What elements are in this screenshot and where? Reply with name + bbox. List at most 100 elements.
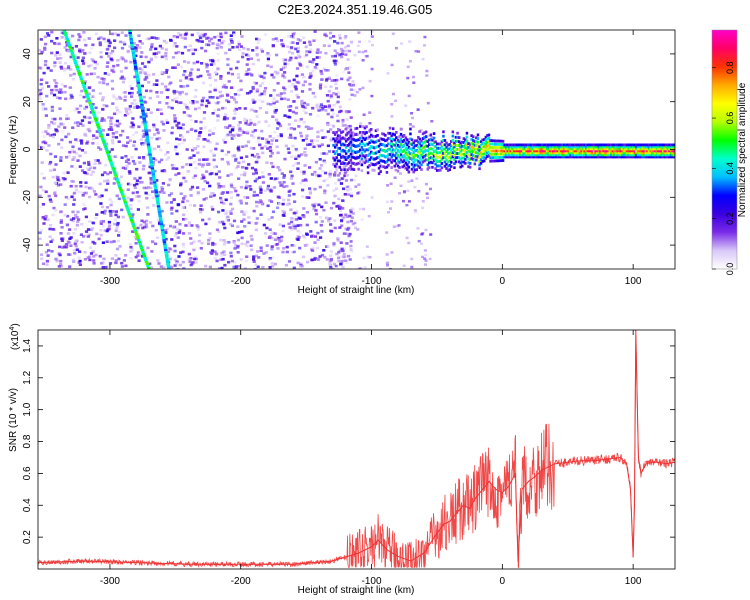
spectrogram-cell bbox=[625, 155, 629, 159]
spectrogram-cell bbox=[326, 130, 330, 133]
spectrogram-cell bbox=[349, 84, 353, 88]
spectrogram-cell bbox=[306, 103, 310, 106]
spectrogram-cell bbox=[333, 139, 337, 143]
spectrogram-cell bbox=[352, 156, 356, 159]
spectrogram-cell bbox=[323, 171, 328, 175]
spectrogram-cell bbox=[118, 187, 123, 190]
spectrogram-cell bbox=[541, 147, 544, 151]
spectrogram-cell bbox=[237, 199, 241, 203]
spectrogram-cell bbox=[245, 53, 249, 57]
spectrogram-cell bbox=[89, 186, 93, 190]
spectrogram-cell bbox=[307, 196, 311, 199]
spectrogram-cell bbox=[462, 152, 466, 156]
spectrogram-cell bbox=[385, 149, 389, 153]
spectrogram-cell bbox=[533, 145, 536, 149]
spectrogram-cell bbox=[60, 31, 64, 35]
spectrogram-cell bbox=[255, 46, 259, 49]
spectrogram-cell bbox=[157, 145, 161, 148]
spectrogram-cell bbox=[544, 151, 547, 155]
spectrogram-cell bbox=[194, 261, 198, 264]
spectrogram-cell bbox=[106, 182, 110, 185]
spectrogram-cell bbox=[50, 30, 54, 34]
spectrogram-cell bbox=[370, 196, 374, 199]
spectrogram-cell bbox=[544, 143, 547, 147]
spectrogram-cell bbox=[283, 97, 287, 101]
spectrogram-cell bbox=[616, 145, 619, 149]
spectrogram-cell bbox=[280, 172, 284, 175]
spectrogram-cell bbox=[544, 145, 547, 149]
spectrogram-cell bbox=[81, 124, 85, 127]
spectrogram-cell bbox=[335, 187, 339, 190]
colorbar-label: Normalized spectral amplitude bbox=[737, 82, 748, 217]
spectrogram-cell bbox=[113, 155, 117, 158]
spectrogram-cell bbox=[340, 162, 343, 165]
spectrogram-cell bbox=[367, 214, 371, 218]
spectrogram-cell bbox=[38, 144, 42, 147]
spectrogram-cell bbox=[41, 203, 45, 206]
spectrogram-cell bbox=[421, 57, 425, 61]
x-tick-label: -200 bbox=[231, 276, 251, 287]
spectrogram-cell bbox=[297, 53, 301, 56]
spectrogram-cell bbox=[528, 149, 531, 153]
spectrogram-cell bbox=[497, 159, 500, 163]
spectrogram-cell bbox=[104, 40, 108, 43]
spectrogram-cell bbox=[515, 149, 519, 153]
spectrogram-cell bbox=[644, 151, 648, 155]
spectrogram-cell bbox=[68, 265, 72, 268]
spectrogram-cell bbox=[129, 36, 133, 39]
spectrogram-cell bbox=[87, 37, 91, 40]
spectrogram-cell bbox=[244, 166, 248, 170]
spectrogram-cell bbox=[274, 109, 278, 112]
spectrogram-cell bbox=[341, 142, 345, 146]
spectrogram-cell bbox=[110, 32, 114, 36]
spectrogram-cell bbox=[279, 239, 283, 242]
spectrogram-cell bbox=[564, 143, 568, 147]
spectrogram-cell bbox=[239, 156, 243, 160]
spectrogram-cell bbox=[291, 41, 295, 44]
spectrogram-cell bbox=[435, 160, 439, 163]
spectrogram-cell bbox=[351, 212, 355, 215]
spectrogram-cell bbox=[226, 160, 230, 164]
spectrogram-cell bbox=[251, 49, 255, 52]
spectrogram-cell bbox=[292, 78, 296, 82]
spectrogram-cell bbox=[439, 168, 442, 172]
spectrogram-cell bbox=[64, 61, 68, 65]
spectrogram-cell bbox=[446, 147, 450, 151]
spectrogram-cell bbox=[250, 221, 254, 224]
spectrogram-cell bbox=[234, 266, 238, 269]
spectrogram-cell bbox=[639, 143, 643, 147]
spectrogram-cell bbox=[175, 100, 179, 103]
spectrogram-cell bbox=[410, 158, 414, 161]
spectrogram-cell bbox=[196, 192, 200, 196]
spectrogram-cell bbox=[585, 153, 588, 157]
spectrogram-cell bbox=[266, 59, 271, 62]
spectrogram-cell bbox=[368, 158, 371, 162]
spectrogram-cell bbox=[65, 114, 69, 117]
spectrogram-cell bbox=[179, 192, 183, 195]
spectrogram-cell bbox=[77, 71, 81, 74]
spectrogram-cell bbox=[84, 43, 88, 47]
spectrogram-cell bbox=[340, 149, 343, 153]
spectrogram-cell bbox=[575, 143, 579, 147]
spectrogram-cell bbox=[253, 179, 257, 183]
spectrogram-cell bbox=[109, 161, 113, 164]
spectrogram-cell bbox=[146, 206, 150, 209]
spectrogram-cell bbox=[92, 262, 96, 265]
spectrogram-cell bbox=[230, 259, 234, 263]
spectrogram-cell bbox=[97, 146, 101, 149]
spectrogram-cell bbox=[202, 34, 206, 37]
spectrogram-cell bbox=[337, 146, 340, 150]
snr-point bbox=[83, 560, 85, 562]
spectrogram-cell bbox=[505, 155, 508, 159]
spectrogram-cell bbox=[391, 153, 395, 157]
spectrogram-cell bbox=[249, 146, 253, 150]
spectrogram-cell bbox=[91, 111, 96, 114]
spectrogram-cell bbox=[575, 151, 579, 155]
spectrogram-cell bbox=[343, 143, 346, 147]
spectrogram-cell bbox=[181, 232, 186, 235]
spectrogram-cell bbox=[294, 56, 298, 60]
spectrogram-cell bbox=[308, 143, 312, 146]
spectrogram-cell bbox=[132, 225, 136, 228]
spectrogram-cell bbox=[263, 90, 267, 93]
spectrogram-cell bbox=[154, 37, 158, 40]
